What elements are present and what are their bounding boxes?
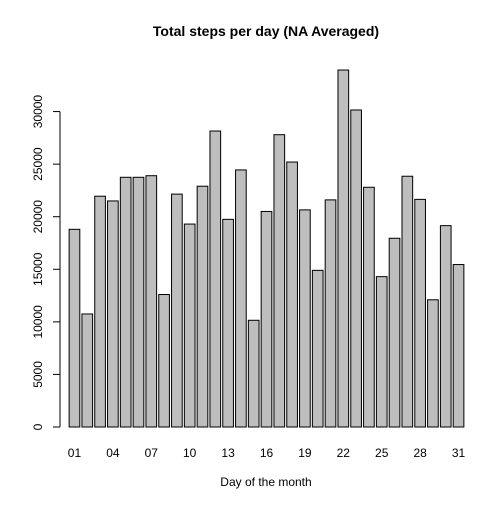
bar-day-05 bbox=[119, 176, 132, 428]
x-tick-label-31: 31 bbox=[452, 446, 466, 460]
bar-day-22 bbox=[337, 69, 350, 428]
y-axis: 0 5000 10000 15000 20000 25000 30000 bbox=[31, 95, 61, 430]
y-tick-label: 15000 bbox=[31, 252, 45, 286]
bar-day-24 bbox=[363, 186, 375, 428]
bar-day-01 bbox=[68, 228, 81, 428]
bar-day-15 bbox=[247, 319, 260, 428]
chart-title: Total steps per day (NA Averaged) bbox=[153, 23, 379, 39]
bar-day-11 bbox=[196, 185, 209, 428]
bar-day-31 bbox=[452, 264, 465, 428]
bar-day-26 bbox=[388, 237, 401, 428]
bar-day-16 bbox=[260, 210, 273, 428]
x-tick-label-13: 13 bbox=[221, 446, 235, 460]
x-tick-label-28: 28 bbox=[413, 446, 427, 460]
y-tick-label: 20000 bbox=[31, 200, 45, 234]
bar-day-02 bbox=[81, 313, 94, 428]
x-tick-label-07: 07 bbox=[145, 446, 159, 460]
x-axis-tick-labels: 01 04 07 10 13 16 19 22 25 28 31 bbox=[68, 446, 466, 460]
bar-day-19 bbox=[299, 209, 311, 428]
bar-day-29 bbox=[427, 299, 439, 428]
bar-day-27 bbox=[401, 175, 414, 428]
x-tick-label-25: 25 bbox=[375, 446, 389, 460]
x-tick-label-22: 22 bbox=[337, 446, 351, 460]
bar-day-07 bbox=[145, 175, 158, 428]
y-tick-label: 10000 bbox=[31, 305, 45, 339]
x-axis-title: Day of the month bbox=[220, 475, 311, 489]
x-tick-label-19: 19 bbox=[298, 446, 312, 460]
y-tick-label: 5000 bbox=[31, 361, 45, 388]
bar-day-13 bbox=[222, 218, 234, 428]
bars-group bbox=[68, 69, 465, 428]
bar-day-30 bbox=[439, 225, 452, 428]
bar-day-18 bbox=[286, 161, 298, 428]
bar-day-12 bbox=[209, 130, 222, 428]
x-tick-label-10: 10 bbox=[183, 446, 197, 460]
bar-day-04 bbox=[107, 200, 119, 428]
bar-day-23 bbox=[350, 109, 362, 428]
bar-day-21 bbox=[324, 199, 337, 428]
bar-day-25 bbox=[375, 276, 388, 428]
bar-day-03 bbox=[94, 195, 106, 428]
bar-day-06 bbox=[132, 176, 145, 428]
x-tick-label-01: 01 bbox=[68, 446, 82, 460]
y-tick-label: 30000 bbox=[31, 95, 45, 129]
bar-day-20 bbox=[311, 269, 324, 428]
x-tick-label-04: 04 bbox=[106, 446, 120, 460]
y-tick-label: 25000 bbox=[31, 147, 45, 181]
x-tick-label-16: 16 bbox=[260, 446, 274, 460]
bar-day-10 bbox=[183, 223, 196, 428]
y-tick-label: 0 bbox=[31, 423, 45, 430]
bar-day-17 bbox=[273, 134, 286, 428]
bar-day-09 bbox=[171, 193, 183, 428]
bar-day-14 bbox=[235, 169, 247, 428]
bar-day-28 bbox=[414, 198, 426, 428]
bar-day-08 bbox=[158, 294, 170, 428]
